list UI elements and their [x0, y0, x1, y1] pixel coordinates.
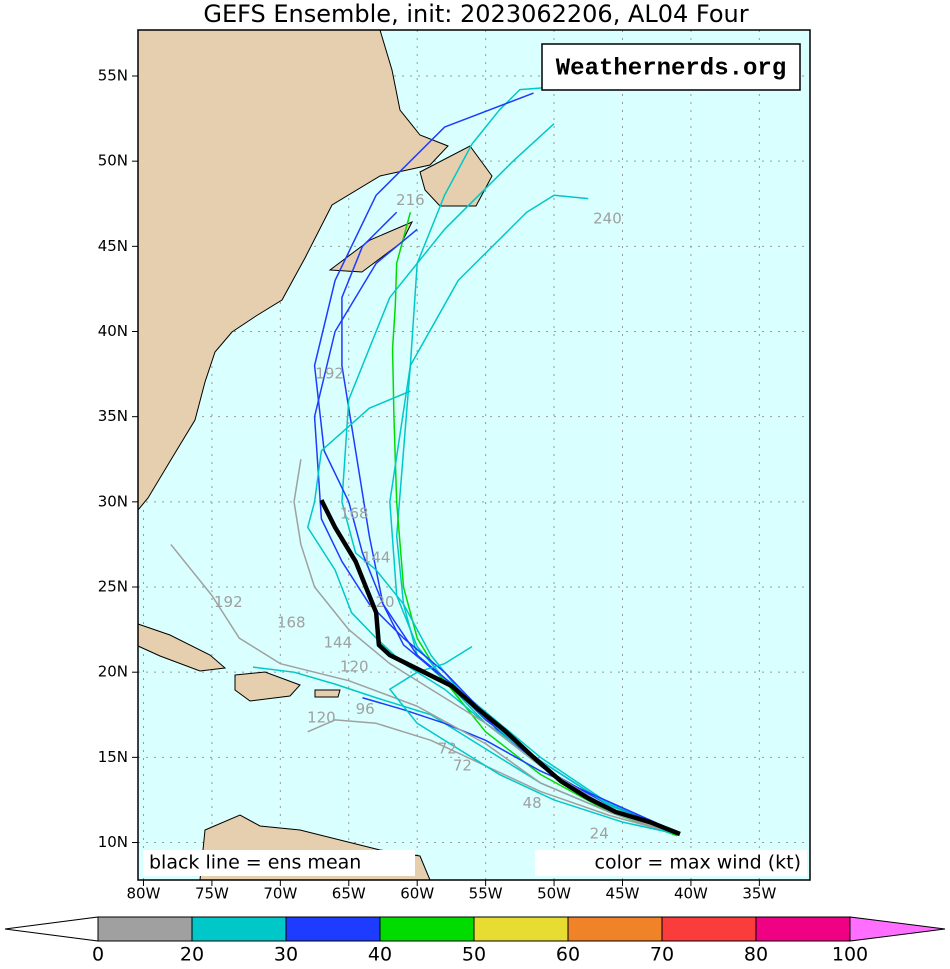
ensemble-track	[391, 212, 678, 837]
north-america	[137, 29, 449, 512]
x-tick-label: 75W	[195, 885, 229, 903]
land	[137, 29, 493, 881]
y-tick-label: 55N	[98, 66, 128, 84]
forecast-hour: 48	[523, 794, 542, 812]
hispaniola	[234, 671, 301, 702]
colorbar-segment	[97, 916, 193, 942]
forecast-hour: 72	[438, 739, 457, 757]
legend-left-box	[143, 850, 415, 876]
title: GEFS Ensemble, init: 2023062206, AL04 Fo…	[203, 0, 748, 28]
colorbar-label: 0	[92, 944, 104, 966]
colorbar-label: 100	[832, 944, 868, 966]
x-tick-label: 70W	[263, 885, 297, 903]
colorbar: 0 20 30 40 50 60 70 80 100	[4, 916, 946, 966]
forecast-hour: 216	[396, 191, 425, 209]
forecast-hour: 96	[356, 700, 375, 718]
y-tick-label: 45N	[98, 237, 128, 255]
forecast-hour: 24	[590, 825, 609, 843]
cuba	[137, 623, 227, 672]
mean-track	[319, 499, 681, 837]
colorbar-label: 60	[556, 944, 580, 966]
colorbar-segment	[661, 916, 757, 942]
colorbar-label: 70	[650, 944, 674, 966]
puerto-rico	[314, 689, 341, 698]
colorbar-label: 80	[744, 944, 768, 966]
y-tick-label: 10N	[98, 833, 128, 851]
forecast-hour: 168	[277, 613, 306, 631]
x-tick-label: 50W	[537, 885, 571, 903]
axes: 80W 75W 70W 65W 60W 55W 50W 45W 40W 35W 10N 15N 20N 2…	[98, 66, 777, 902]
colorbar-label: 30	[274, 944, 298, 966]
forecast-hour: 120	[340, 658, 369, 676]
colorbar-segment	[567, 916, 663, 942]
ensemble-track	[341, 123, 678, 833]
x-tick-label: 60W	[400, 885, 434, 903]
colorbar-segment	[191, 916, 287, 942]
x-tick-label: 55W	[469, 885, 503, 903]
colorbar-segment	[285, 916, 381, 942]
y-tick-label: 30N	[98, 492, 128, 510]
forecast-hour: 192	[315, 365, 344, 383]
y-tick-label: 25N	[98, 578, 128, 596]
colorbar-segment	[755, 916, 851, 942]
x-tick-label: 65W	[332, 885, 366, 903]
forecast-hour: 120	[307, 709, 336, 727]
colorbar-segment	[473, 916, 569, 942]
y-tick-label: 40N	[98, 322, 128, 340]
forecast-hour: 144	[324, 634, 353, 652]
y-tick-label: 20N	[98, 663, 128, 681]
colorbar-over	[849, 916, 946, 942]
watermark: Weathernerds.org	[556, 55, 786, 82]
forecast-hour: 72	[453, 756, 472, 774]
map-frame	[137, 29, 811, 881]
x-tick-label: 35W	[742, 885, 776, 903]
y-tick-label: 50N	[98, 152, 128, 170]
forecast-hour: 240	[593, 210, 622, 228]
ensemble-track	[389, 645, 678, 835]
x-tick-label: 80W	[127, 885, 161, 903]
legend-right-box	[535, 850, 807, 876]
colorbar-label: 20	[180, 944, 204, 966]
watermark-box	[541, 43, 801, 91]
y-tick-label: 35N	[98, 407, 128, 425]
ensemble-track	[307, 719, 678, 835]
colorbar-segment	[379, 916, 475, 942]
legend-left: black line = ens mean	[149, 852, 361, 874]
colorbar-label: 40	[368, 944, 392, 966]
colorbar-label: 50	[462, 944, 486, 966]
colorbar-under	[4, 916, 99, 942]
forecast-hour: 192	[214, 593, 243, 611]
forecast-hour: 144	[362, 549, 391, 567]
legend-right: color = max wind (kt)	[595, 852, 801, 874]
x-tick-label: 45W	[606, 885, 640, 903]
x-tick-label: 40W	[674, 885, 708, 903]
ensemble-track	[362, 697, 678, 833]
ensemble-track	[170, 543, 678, 835]
y-tick-label: 15N	[98, 748, 128, 766]
newfoundland	[419, 145, 493, 207]
forecast-hour: 168	[340, 504, 369, 522]
